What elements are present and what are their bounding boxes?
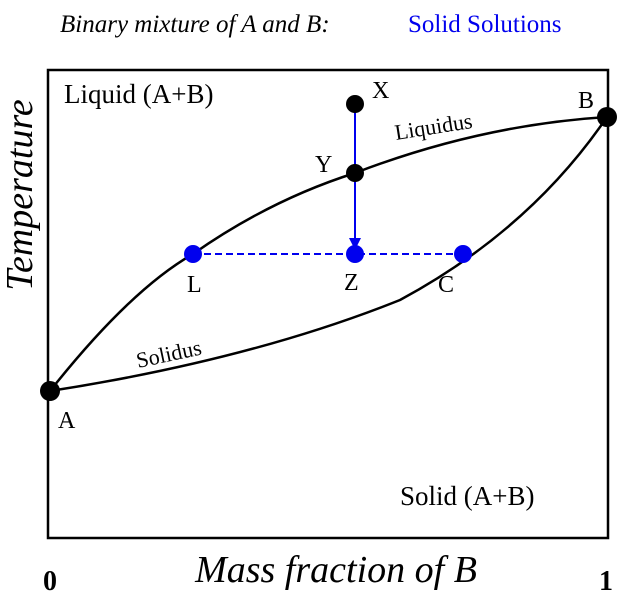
point-z — [346, 245, 364, 263]
label-c: C — [438, 272, 454, 298]
point-b — [597, 107, 617, 127]
point-c — [454, 245, 472, 263]
solidus-label: Solidus — [134, 335, 204, 373]
arrow-head — [349, 238, 361, 250]
label-y: Y — [315, 152, 332, 178]
point-y — [346, 164, 364, 182]
label-l: L — [187, 272, 202, 298]
label-x: X — [372, 78, 389, 104]
x-min-label: 0 — [43, 566, 57, 597]
x-axis-label: Mass fraction of B — [194, 549, 477, 591]
point-l — [184, 245, 202, 263]
point-a — [40, 381, 60, 401]
point-x — [346, 95, 364, 113]
y-axis-label: Temperature — [0, 99, 41, 291]
plot-frame — [46, 68, 610, 540]
solid-region: Solid (A+B) — [400, 481, 535, 511]
label-a: A — [58, 408, 76, 434]
x-max-label: 1 — [599, 566, 613, 597]
title: Binary mixture of A and B: — [60, 11, 330, 38]
solidus-curve — [49, 116, 609, 393]
label-b: B — [578, 88, 594, 114]
liquid-region: Liquid (A+B) — [64, 79, 213, 109]
liquidus-curve — [49, 115, 608, 392]
title-highlight: Solid Solutions — [408, 11, 562, 38]
label-z: Z — [344, 270, 359, 296]
